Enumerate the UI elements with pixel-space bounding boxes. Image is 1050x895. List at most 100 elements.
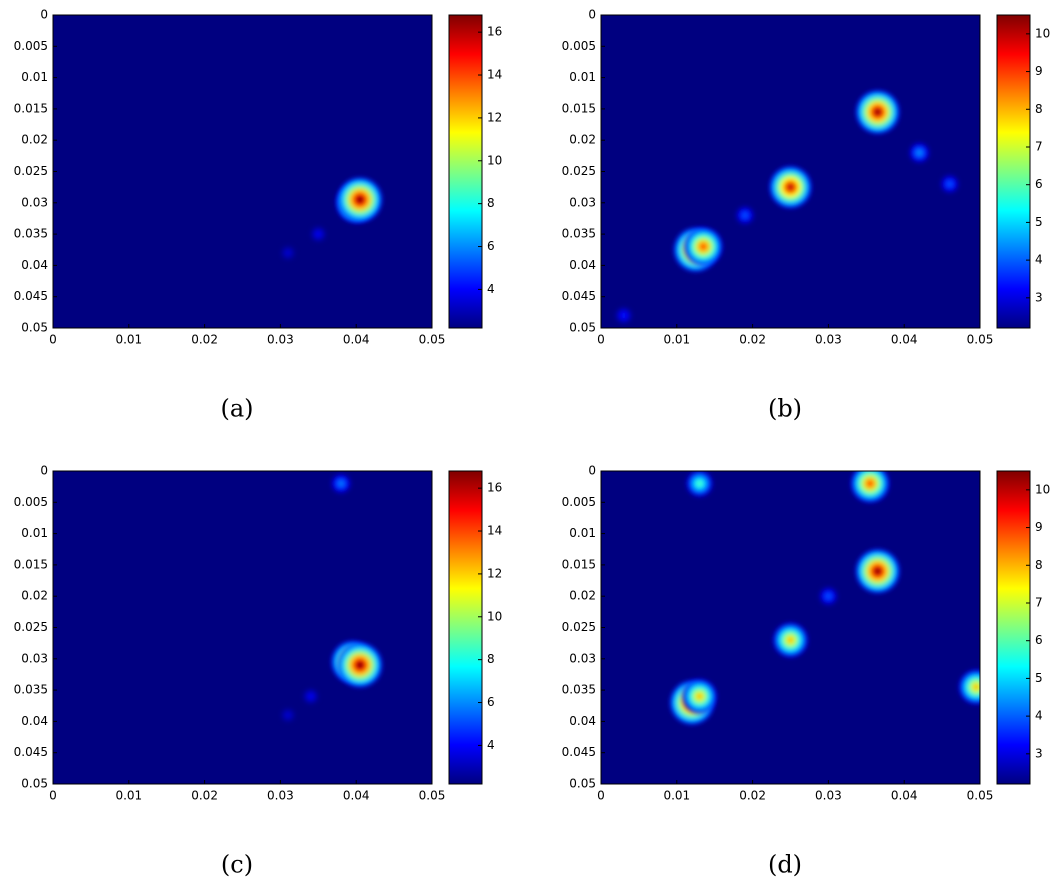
y-tick-label: 0.005 — [14, 495, 48, 509]
y-tick-label: 0.01 — [569, 70, 596, 84]
spot-ring — [696, 693, 703, 700]
y-tick-label: 0.01 — [21, 70, 48, 84]
y-tick-label: 0.01 — [21, 526, 48, 540]
spots — [280, 473, 383, 723]
x-tick-label: 0.05 — [419, 333, 446, 347]
hot-spot — [855, 549, 900, 594]
y-tick-label: 0.015 — [562, 557, 596, 571]
spot-ring — [874, 567, 882, 575]
x-tick-label: 0 — [49, 333, 57, 347]
colorbar-tick-label: 4 — [487, 282, 495, 296]
spots — [615, 90, 960, 324]
colorbar-tick-label: 6 — [1035, 633, 1043, 647]
y-tick-label: 0.005 — [562, 495, 596, 509]
y-tick-label: 0.045 — [562, 289, 596, 303]
panel: 0 0.01 0.02 0.03 0.04 0.0500.0050.010.0150.02… — [14, 8, 503, 423]
x-tick-label: 0.05 — [967, 789, 994, 803]
colorbar-tick-label: 7 — [1035, 595, 1043, 609]
spot-ring — [866, 480, 874, 487]
hot-spot — [959, 669, 980, 705]
colorbar — [449, 15, 482, 328]
colorbar-frame — [448, 14, 483, 329]
y-tick-label: 0.05 — [569, 777, 596, 791]
y-tick-label: 0 — [588, 464, 596, 478]
spot-ring — [309, 695, 313, 698]
x-tick-label: 0.02 — [739, 789, 766, 803]
spots — [669, 471, 980, 725]
y-tick-label: 0.02 — [21, 133, 48, 147]
x-tick-label: 0 — [597, 789, 605, 803]
x-tick-label: 0.03 — [815, 333, 842, 347]
hot-spot — [855, 90, 900, 134]
colorbar-tick-label: 4 — [1035, 253, 1043, 267]
y-tick-label: 0.04 — [569, 258, 596, 272]
spot-ring — [622, 314, 626, 317]
colorbar-tick-label: 8 — [1035, 558, 1043, 572]
spot-ring — [356, 195, 364, 204]
x-tick-label: 0 — [49, 789, 57, 803]
spot-ring — [826, 594, 830, 598]
y-tick-label: 0 — [40, 8, 48, 22]
y-tick-label: 0.045 — [562, 745, 596, 759]
hot-spot — [302, 688, 319, 705]
colorbar-tick-label: 16 — [487, 25, 502, 39]
spot-ring — [917, 150, 922, 155]
x-tick-label: 0.02 — [739, 333, 766, 347]
colorbar-tick-label: 10 — [487, 153, 502, 167]
hot-spot — [773, 622, 808, 658]
y-tick-label: 0.02 — [569, 133, 596, 147]
y-tick-label: 0.015 — [562, 101, 596, 115]
spot-ring — [874, 108, 882, 116]
panel-caption: (b) — [768, 395, 802, 423]
colorbar-tick-label: 6 — [1035, 177, 1043, 191]
x-tick-label: 0.05 — [419, 789, 446, 803]
colorbar-tick-label: 4 — [1035, 709, 1043, 723]
hot-spot — [337, 177, 383, 222]
spot-ring — [286, 251, 290, 255]
x-tick-label: 0.01 — [115, 333, 142, 347]
colorbar-tick-label: 8 — [1035, 102, 1043, 116]
y-tick-label: 0.02 — [569, 589, 596, 603]
y-tick-label: 0.025 — [562, 620, 596, 634]
plot-background — [53, 15, 432, 328]
y-tick-label: 0.025 — [562, 164, 596, 178]
colorbar — [449, 471, 482, 784]
hot-spot — [940, 174, 960, 194]
hot-spot — [769, 166, 812, 209]
y-tick-label: 0.015 — [14, 557, 48, 571]
y-tick-label: 0.045 — [14, 289, 48, 303]
spot-ring — [700, 243, 707, 250]
y-tick-label: 0.025 — [14, 620, 48, 634]
colorbar-tick-label: 12 — [487, 566, 502, 580]
colorbar-tick-label: 6 — [487, 239, 495, 253]
colorbar-tick-label: 5 — [1035, 215, 1043, 229]
colorbar-tick-label: 10 — [487, 609, 502, 623]
panel: 0 0.01 0.02 0.03 0.04 0.0500.0050.010.0150.02… — [562, 464, 1050, 879]
colorbar-tick-label: 10 — [1035, 26, 1050, 40]
spot-ring — [697, 481, 702, 486]
y-tick-label: 0 — [588, 8, 596, 22]
x-tick-label: 0.04 — [343, 789, 370, 803]
spot-ring — [316, 232, 320, 236]
spot-ring — [743, 213, 747, 217]
colorbar-tick-label: 10 — [1035, 482, 1050, 496]
x-tick-label: 0.01 — [663, 789, 690, 803]
hot-spot — [280, 707, 296, 723]
y-tick-label: 0.05 — [21, 777, 48, 791]
spot-ring — [339, 481, 343, 486]
x-tick-label: 0.04 — [891, 333, 918, 347]
x-tick-label: 0.03 — [267, 789, 294, 803]
x-tick-label: 0.01 — [115, 789, 142, 803]
y-tick-label: 0.03 — [21, 195, 48, 209]
hot-spot — [850, 471, 890, 503]
colorbar-tick-label: 3 — [1035, 746, 1043, 760]
y-tick-label: 0.04 — [21, 258, 48, 272]
hot-spot — [908, 142, 930, 164]
x-tick-label: 0.04 — [343, 333, 370, 347]
y-tick-label: 0.015 — [14, 101, 48, 115]
plot-background — [53, 471, 432, 784]
colorbar-frame — [996, 14, 1031, 329]
spot-ring — [786, 183, 795, 191]
y-tick-label: 0.035 — [562, 683, 596, 697]
